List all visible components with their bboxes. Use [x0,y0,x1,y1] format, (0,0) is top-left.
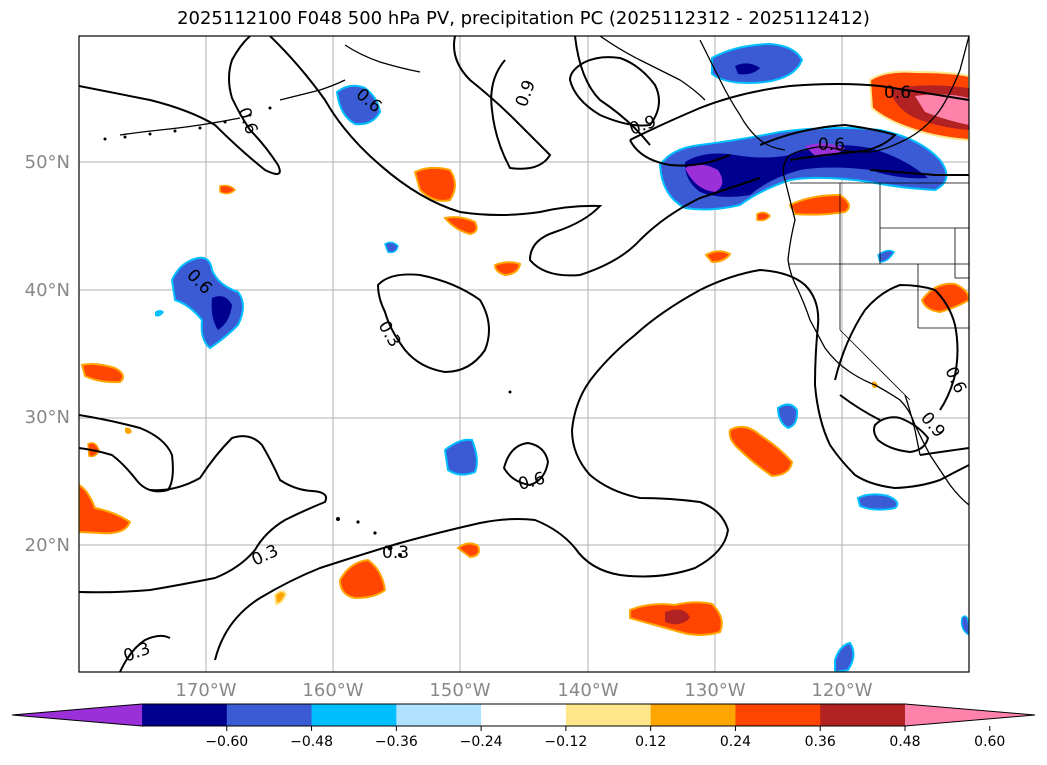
lat-label-20n: 20°N [24,535,70,556]
colorbar-tick-label: 0.12 [635,734,667,750]
colorbar-tick-label: −0.48 [290,734,333,750]
colorbar-extend-high [905,704,1035,726]
colorbar-tick-label: −0.24 [459,734,503,750]
pv-contours [79,36,969,672]
lon-label-150w: 150°W [429,680,491,701]
colorbar-tick-label: 0.24 [719,734,752,750]
colorbar-tick-label: 0.60 [974,734,1006,750]
lat-label-30n: 30°N [24,407,70,428]
state-borders [788,182,969,401]
lon-label-130w: 130°W [684,680,746,701]
map-frame [78,35,970,673]
colorbar-swatch [735,704,821,726]
colorbar-swatch [226,704,313,726]
colorbar-extend-low [12,704,142,726]
contour-label: 0.6 [818,135,845,155]
lon-label-160w: 160°W [302,680,364,701]
colorbar-swatch [820,704,906,726]
contour-label: 0.6 [884,83,911,103]
contour-label: 0.3 [382,543,409,563]
colorbar-tick-label: 0.36 [804,734,836,750]
lon-label-140w: 140°W [557,680,619,701]
colorbar-swatch [396,704,482,726]
colorbar-tick-label: 0.48 [889,734,921,750]
map-title: 2025112100 F048 500 hPa PV, precipitatio… [177,8,870,29]
lon-label-170w: 170°W [175,680,237,701]
lon-label-120w: 120°W [811,680,873,701]
negative-precip-areas [155,42,969,672]
colorbar-tick-label: −0.36 [374,734,418,750]
lat-label-40n: 40°N [24,280,70,301]
colorbar-outline [11,703,1036,727]
lat-label-50n: 50°N [24,152,70,173]
colorbar-swatch [481,704,567,726]
colorbar-swatch [650,704,736,726]
colorbar-tick-label: −0.60 [205,734,249,750]
colorbar-swatch [565,704,652,726]
coastlines [119,36,969,506]
colorbar-tick-label: −0.12 [544,734,588,750]
colorbar-swatch [142,704,228,726]
colorbar [11,703,1036,731]
islands [103,106,512,557]
colorbar-swatch [311,704,397,726]
